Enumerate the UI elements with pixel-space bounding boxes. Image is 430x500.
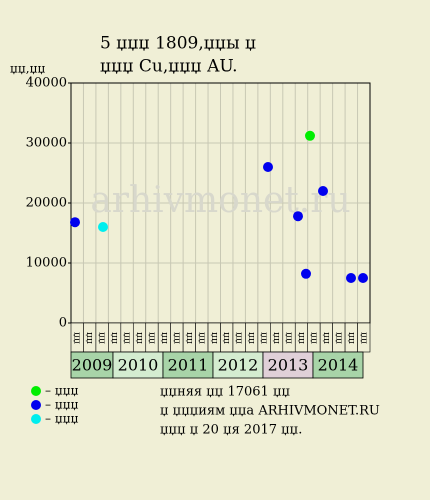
data-point <box>98 222 108 232</box>
legend-marker <box>31 414 41 424</box>
column-label: џџ <box>72 332 82 344</box>
year-label: 2011 <box>168 356 209 375</box>
column-label: џџ <box>221 332 231 344</box>
legend-label: – џџџ <box>45 398 79 412</box>
column-label: џџ <box>358 332 368 344</box>
column-label: џџ <box>321 332 331 344</box>
y-axis-label: џџ,џџ <box>10 62 45 76</box>
year-label: 2009 <box>72 356 113 375</box>
legend-label: – џџџ <box>45 412 79 426</box>
data-point <box>301 268 311 279</box>
chart-title: џџџ Cu,џџџ AU. <box>100 57 238 77</box>
column-label: џџ <box>97 332 107 344</box>
year-band <box>112 351 164 379</box>
data-point <box>293 211 303 222</box>
column-label: џџ <box>246 332 256 344</box>
column-label: џџ <box>234 332 244 344</box>
column-label: џџ <box>84 332 94 344</box>
year-label: 2010 <box>118 356 159 375</box>
column-label: џџ <box>122 332 132 344</box>
column-label: џџ <box>184 332 194 344</box>
year-label: 2013 <box>268 356 309 375</box>
year-band <box>70 351 114 379</box>
column-label: џџ <box>259 332 269 344</box>
data-point <box>263 162 273 172</box>
column-label: џџ <box>171 332 181 344</box>
column-label: џџ <box>346 332 356 344</box>
column-cell <box>357 322 371 353</box>
footer-text: џџняя џџ 17061 џџ <box>160 385 290 400</box>
y-tick-label: 30000 <box>26 136 67 151</box>
footer-text: џџџ џ 20 џя 2017 џџ. <box>160 423 302 438</box>
year-band <box>262 351 314 379</box>
data-point <box>358 273 368 283</box>
legend-marker <box>31 386 41 396</box>
data-point <box>346 273 356 283</box>
year-band <box>212 351 264 379</box>
column-label: џџ <box>284 332 294 344</box>
y-tick-label: 20000 <box>26 196 67 211</box>
column-label: џџ <box>159 332 169 344</box>
data-point <box>70 217 80 228</box>
column-label: џџ <box>308 332 318 344</box>
chart-title: 5 џџџ 1809,џџы џ <box>100 34 256 54</box>
column-label: џџ <box>109 332 119 344</box>
y-tick-label: 10000 <box>26 256 67 271</box>
column-label: џџ <box>209 332 219 344</box>
footer-text: џ џџџиям џџа ARHIVMONET.RU <box>160 404 380 419</box>
year-band <box>312 351 364 379</box>
legend-marker <box>31 400 41 410</box>
year-label: 2014 <box>318 356 359 375</box>
y-tick-label: 0 <box>59 316 67 331</box>
year-label: 2012 <box>218 356 259 375</box>
data-point <box>318 186 328 196</box>
column-label: џџ <box>296 332 306 344</box>
column-label: џџ <box>196 332 206 344</box>
y-tick-label: 40000 <box>26 76 67 91</box>
column-label: џџ <box>333 332 343 344</box>
year-band <box>162 351 214 379</box>
watermark: arhivmonet.ru <box>90 180 350 221</box>
column-label: џџ <box>134 332 144 344</box>
data-point <box>305 130 315 141</box>
column-label: џџ <box>271 332 281 344</box>
column-label: џџ <box>146 332 156 344</box>
legend-label: – џџџ <box>45 384 79 398</box>
